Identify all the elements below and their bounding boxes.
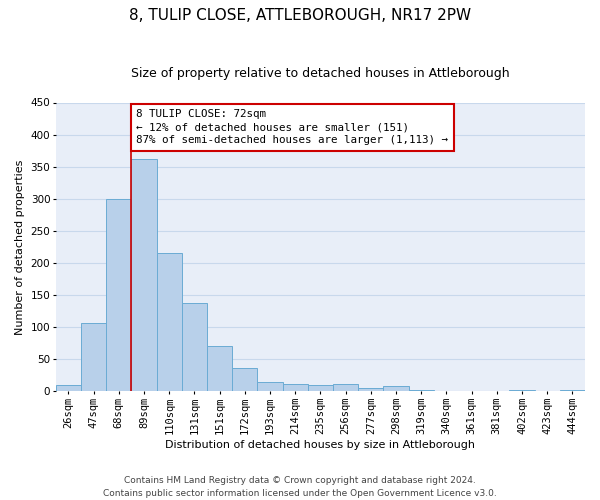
Bar	[409, 390, 434, 392]
Text: Contains HM Land Registry data © Crown copyright and database right 2024.
Contai: Contains HM Land Registry data © Crown c…	[103, 476, 497, 498]
Bar	[257, 382, 283, 392]
Y-axis label: Number of detached properties: Number of detached properties	[15, 160, 25, 334]
X-axis label: Distribution of detached houses by size in Attleborough: Distribution of detached houses by size …	[166, 440, 475, 450]
Bar	[383, 386, 409, 392]
Bar	[560, 390, 585, 392]
Bar	[182, 303, 207, 392]
Bar	[333, 384, 358, 392]
Bar	[308, 385, 333, 392]
Bar	[232, 368, 257, 392]
Bar	[157, 254, 182, 392]
Bar	[106, 199, 131, 392]
Bar	[283, 384, 308, 392]
Bar	[358, 388, 383, 392]
Bar	[509, 390, 535, 392]
Bar	[56, 385, 81, 392]
Bar	[131, 159, 157, 392]
Text: 8, TULIP CLOSE, ATTLEBOROUGH, NR17 2PW: 8, TULIP CLOSE, ATTLEBOROUGH, NR17 2PW	[129, 8, 471, 22]
Bar	[81, 322, 106, 392]
Bar	[434, 390, 459, 392]
Title: Size of property relative to detached houses in Attleborough: Size of property relative to detached ho…	[131, 68, 510, 80]
Bar	[207, 346, 232, 392]
Text: 8 TULIP CLOSE: 72sqm
← 12% of detached houses are smaller (151)
87% of semi-deta: 8 TULIP CLOSE: 72sqm ← 12% of detached h…	[136, 109, 448, 146]
